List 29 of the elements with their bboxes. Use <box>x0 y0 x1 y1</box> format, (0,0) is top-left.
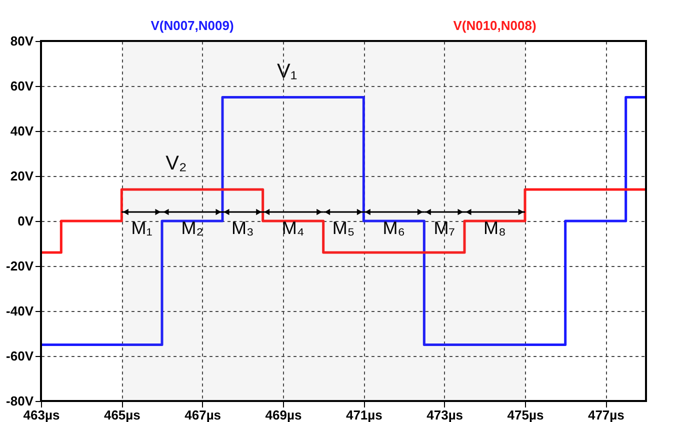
annotation: V₂ <box>166 152 187 174</box>
y-tick-label: -40V <box>6 304 34 318</box>
band-label: M₃ <box>232 218 254 238</box>
y-tick-label: 60V <box>10 78 34 94</box>
y-tick-label: 40V <box>10 124 34 138</box>
text: V(N007,N009) <box>150 18 234 33</box>
band-label: M₂ <box>181 218 204 238</box>
x-tick-label: 463µs <box>23 408 60 422</box>
y-tick-label: 80V <box>10 34 34 48</box>
band-label: M₅ <box>332 218 355 238</box>
y-tick-label: -80V <box>6 394 34 408</box>
band-label: M₇ <box>434 218 455 238</box>
text: V(N010,N008) <box>453 18 536 33</box>
annotation: V₁ <box>277 60 298 82</box>
x-tick-label: 471µs <box>346 408 382 422</box>
y-tick-label: 0V <box>18 214 34 228</box>
x-tick-label: 469µs <box>265 408 302 422</box>
band-label: M₈ <box>484 218 506 238</box>
x-tick-label: 473µs <box>426 408 464 422</box>
x-tick-label: 467µs <box>184 408 222 422</box>
band-label: M₄ <box>282 218 304 238</box>
band-label: M₁ <box>131 218 152 238</box>
band-label: M₆ <box>382 218 406 238</box>
y-tick-label: -20V <box>6 258 34 274</box>
y-tick-label: -60V <box>6 348 34 364</box>
y-tick-label: 20V <box>10 168 34 184</box>
x-tick-label: 477µs <box>588 408 624 422</box>
x-tick-label: 465µs <box>104 408 140 422</box>
x-tick-label: 475µs <box>507 408 544 422</box>
